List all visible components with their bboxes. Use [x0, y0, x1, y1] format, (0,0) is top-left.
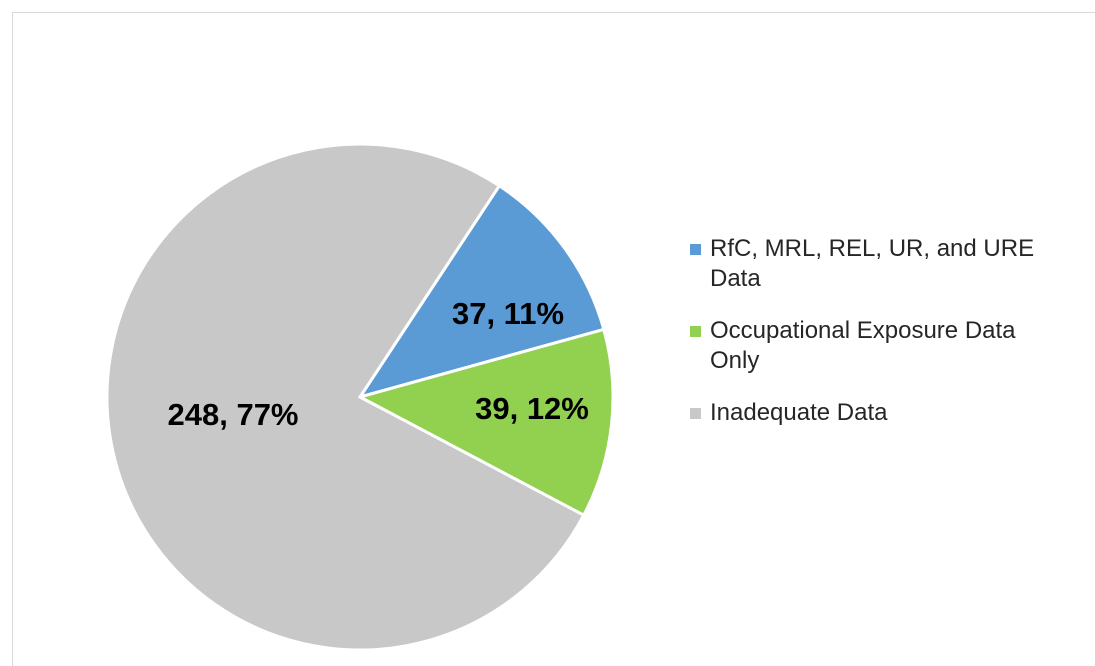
- chart-frame: [12, 12, 1095, 666]
- legend: RfC, MRL, REL, UR, and URE Data Occupatio…: [690, 234, 1090, 450]
- pie-slice: [355, 327, 615, 518]
- legend-label: Occupational Exposure Data Only: [710, 317, 1016, 374]
- legend-label: RfC, MRL, REL, UR, and URE Data: [710, 235, 1035, 292]
- pie-slice: [356, 183, 606, 400]
- legend-label: Inadequate Data: [710, 399, 888, 426]
- legend-item: Occupational Exposure Data Only: [690, 316, 1070, 376]
- data-label: 248, 77%: [168, 397, 299, 432]
- legend-item: RfC, MRL, REL, UR, and URE Data: [690, 234, 1070, 294]
- data-label: 39, 12%: [475, 391, 589, 426]
- legend-item: Inadequate Data: [690, 398, 1070, 428]
- legend-swatch: [690, 326, 701, 337]
- legend-swatch: [690, 244, 701, 255]
- legend-swatch: [690, 408, 701, 419]
- pie-slice: [105, 142, 586, 652]
- data-label: 37, 11%: [452, 296, 564, 331]
